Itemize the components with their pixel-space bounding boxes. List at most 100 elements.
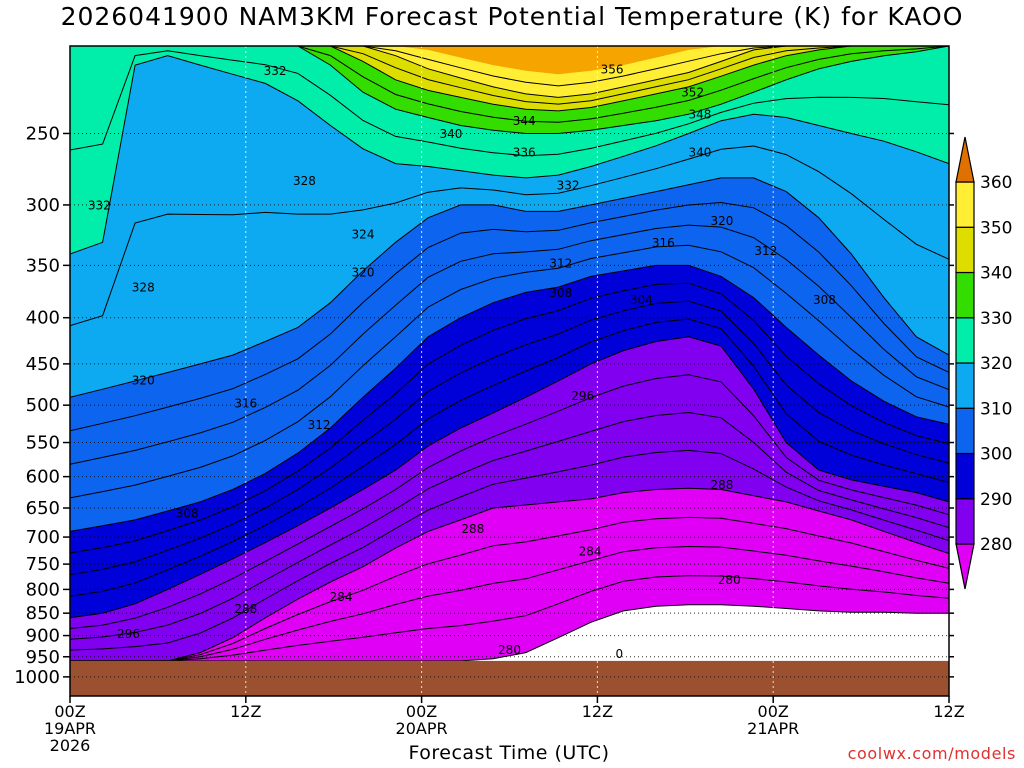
- contour-label: 320: [352, 266, 375, 280]
- colorbar-label: 360: [980, 173, 1012, 193]
- y-tick-label: 800: [26, 579, 60, 600]
- y-tick-label: 450: [26, 354, 60, 375]
- contour-label: 280: [718, 573, 741, 587]
- contour-label: 332: [88, 198, 111, 212]
- contour-label: 332: [557, 178, 580, 192]
- chart-title: 2026041900 NAM3KM Forecast Potential Tem…: [60, 2, 964, 31]
- contour-label: 352: [681, 86, 704, 100]
- y-tick-label: 950: [26, 647, 60, 668]
- colorbar-swatch-320: [955, 317, 975, 364]
- theta-contour-line: [70, 46, 949, 105]
- theta-contour-line: [70, 145, 949, 327]
- contour-label: 316: [234, 396, 257, 410]
- theta-contour-line: [70, 264, 949, 532]
- y-tick-label: 900: [26, 626, 60, 647]
- colorbar-label: 280: [980, 535, 1012, 555]
- x-axis-title: Forecast Time (UTC): [408, 742, 610, 764]
- theta-band-355: [70, 46, 949, 75]
- theta-contour-line: [70, 224, 949, 465]
- contour-label: 328: [132, 281, 155, 295]
- theta-contour-line: [70, 55, 949, 255]
- contour-label: 304: [630, 293, 653, 307]
- contour-label: 348: [688, 108, 711, 122]
- theta-contour-line: [70, 46, 949, 123]
- theta-contour-line: [70, 374, 949, 629]
- y-tick-label: 750: [26, 554, 60, 575]
- contour-label: 332: [264, 64, 287, 78]
- contour-label: 280: [498, 643, 521, 657]
- theta-contour-line: [70, 201, 949, 432]
- contour-label: 296: [571, 389, 594, 403]
- colorbar-swatch-350: [955, 181, 975, 228]
- contour-label: 336: [513, 145, 536, 159]
- x-tick-label: 2026: [50, 736, 91, 755]
- x-tick-label: 00Z: [406, 702, 437, 721]
- contour-label: 320: [710, 214, 733, 228]
- colorbar-swatch-340: [955, 226, 975, 274]
- colorbar-label: 290: [980, 490, 1012, 510]
- theta-contour-line: [70, 545, 949, 662]
- contour-label: 328: [293, 174, 316, 188]
- theta-contour-line: [70, 318, 949, 597]
- theta-contour-line: [70, 282, 949, 554]
- x-tick-label: 12Z: [230, 702, 261, 721]
- theta-contour-line: [70, 487, 949, 662]
- x-tick-label: 12Z: [933, 702, 964, 721]
- theta-band-320: [70, 46, 949, 398]
- colorbar-swatch-280: [955, 498, 975, 545]
- contour-label: 320: [132, 374, 155, 388]
- contour-label: 284: [330, 590, 353, 604]
- theta-contour-line: [70, 50, 949, 157]
- colorbar-label: 340: [980, 264, 1012, 284]
- contour-label: 344: [513, 114, 536, 128]
- colorbar-label: 330: [980, 309, 1012, 329]
- contour-label: 312: [549, 257, 572, 271]
- site-credit[interactable]: coolwx.com/models: [847, 744, 1016, 763]
- theta-contour-line: [70, 46, 949, 134]
- contour-label: 356: [601, 62, 624, 76]
- colorbar-swatch-330: [955, 271, 975, 319]
- theta-contour-line: [70, 300, 949, 576]
- y-tick-label: 400: [26, 308, 60, 329]
- y-tick-label: 600: [26, 467, 60, 488]
- theta-band-350: [70, 46, 949, 98]
- contour-label: 316: [652, 236, 675, 250]
- y-tick-label: 300: [26, 195, 60, 216]
- theta-contour-line: [70, 46, 949, 112]
- contour-label: 288: [710, 478, 733, 492]
- contour-label: 312: [308, 418, 331, 432]
- contour-label: 308: [549, 286, 572, 300]
- y-tick-label: 500: [26, 395, 60, 416]
- y-tick-label: 700: [26, 527, 60, 548]
- theta-contour-line: [70, 449, 949, 651]
- y-tick-label: 350: [26, 255, 60, 276]
- x-tick-label: 00Z: [54, 702, 85, 721]
- x-tick-label: 21APR: [747, 719, 799, 738]
- x-tick-label: 00Z: [758, 702, 789, 721]
- colorbar-swatch-300: [955, 407, 975, 455]
- plot-frame: [69, 45, 950, 697]
- contour-label: 312: [754, 244, 777, 258]
- y-tick-label: 1000: [14, 667, 60, 688]
- contour-label: 324: [352, 227, 375, 241]
- theta-contour-line: [70, 411, 949, 640]
- theta-contour-line: [70, 46, 949, 87]
- colorbar-upper-extension: [955, 136, 975, 183]
- contour-label: 340: [439, 127, 462, 141]
- y-tick-label: 550: [26, 433, 60, 454]
- theta-contour-line: [70, 575, 949, 662]
- contour-label: 0: [616, 647, 624, 661]
- contour-label: 308: [176, 506, 199, 520]
- theta-contour-line: [70, 336, 949, 619]
- x-tick-label: 19APR: [44, 719, 96, 738]
- colorbar-label: 310: [980, 399, 1012, 419]
- colorbar-swatch-310: [955, 362, 975, 409]
- contour-label: 284: [579, 544, 602, 558]
- y-tick-label: 850: [26, 603, 60, 624]
- y-tick-label: 250: [26, 123, 60, 144]
- contour-label: 340: [688, 145, 711, 159]
- colorbar-label: 350: [980, 218, 1012, 238]
- colorbar-label: 300: [980, 445, 1012, 465]
- contour-label: 308: [813, 293, 836, 307]
